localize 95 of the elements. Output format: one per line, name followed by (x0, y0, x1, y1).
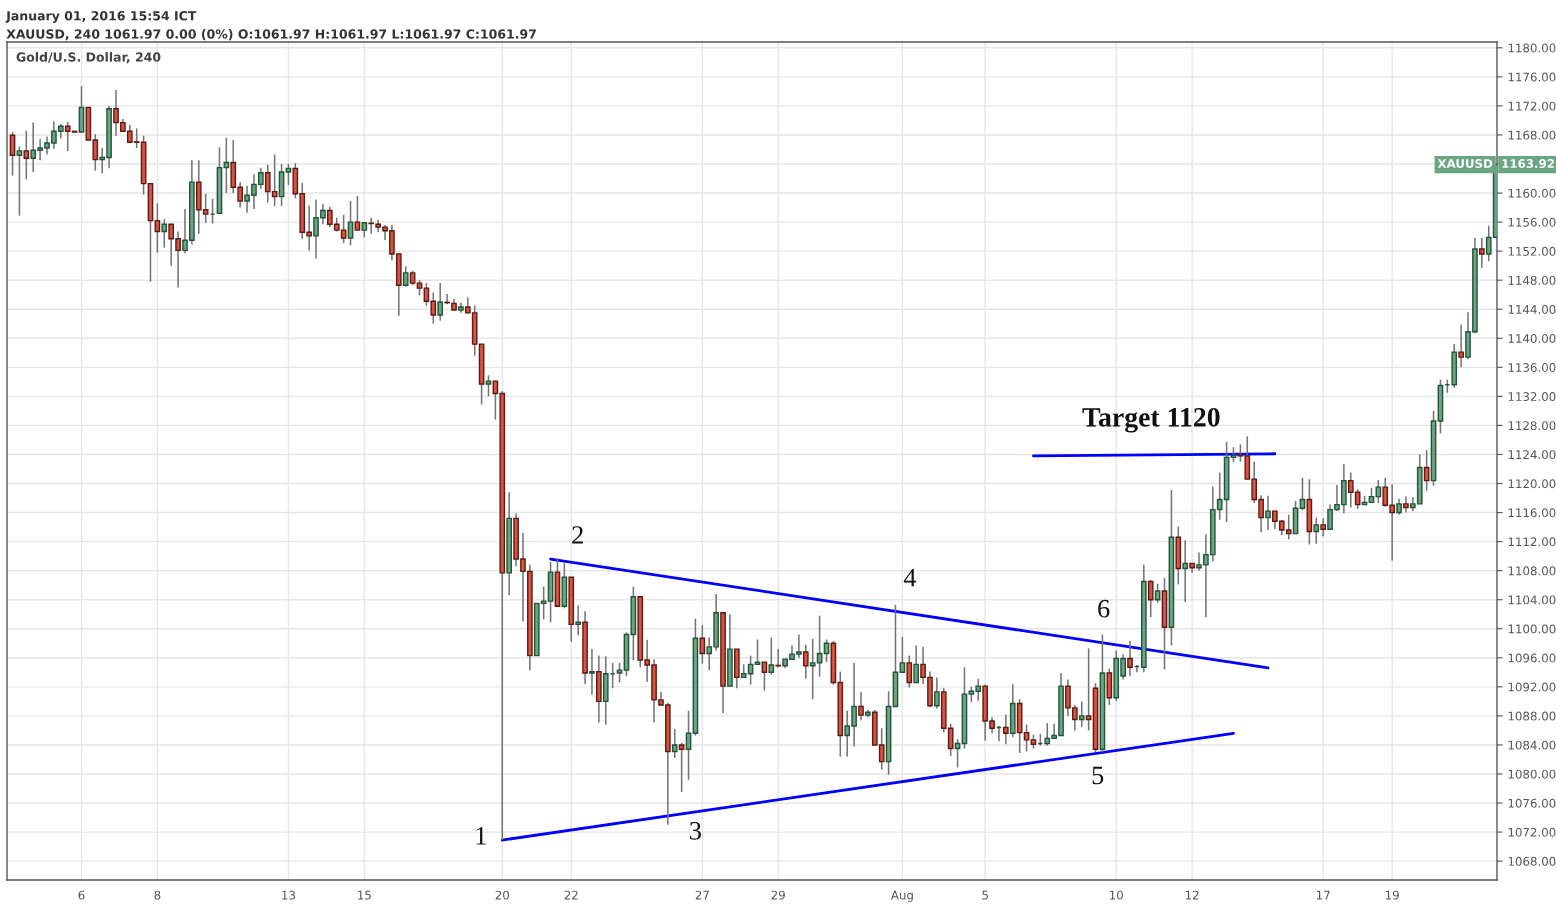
x-tick-label: 29 (771, 890, 785, 900)
y-tick-label: 1176.00 (1508, 72, 1556, 82)
annotation: 5 (1092, 766, 1104, 785)
x-tick-label: Aug (890, 890, 913, 902)
annotation: 1 (476, 827, 486, 845)
x-tick-label: 10 (1110, 890, 1123, 900)
candlestick (23, 129, 30, 181)
candlestick (671, 728, 678, 759)
candlestick (1478, 237, 1485, 269)
candlestick (1085, 647, 1092, 732)
candlestick (368, 216, 375, 235)
y-tick-label: 1092.00 (1508, 682, 1556, 692)
x-tick-label: 13 (282, 890, 296, 900)
candlestick (1182, 539, 1189, 603)
candlestick (616, 662, 623, 684)
y-tick-label: 1156.00 (1508, 217, 1556, 227)
candlestick (934, 676, 940, 710)
y-tick-label: 1072.00 (1508, 827, 1556, 837)
annotation: Target 1120 (1082, 407, 1220, 433)
x-tick-label: 15 (358, 890, 371, 900)
candlestick (1003, 713, 1009, 745)
candlestick (761, 661, 768, 692)
candlestick (1154, 582, 1161, 604)
y-tick-label: 1160.00 (1508, 188, 1556, 198)
text: 1163.92 (1502, 159, 1554, 168)
candlestick (1375, 479, 1382, 504)
candlestick (437, 282, 444, 322)
candlestick (1320, 517, 1327, 538)
annotation: 3 (690, 821, 701, 840)
candlestick (913, 644, 920, 684)
y-tick-label: 1180.00 (1508, 43, 1556, 53)
candlestick (768, 636, 775, 676)
annotation: 2 (572, 526, 583, 544)
y-tick-label: 1104.00 (1508, 595, 1556, 605)
candlestick (678, 741, 685, 793)
candlestick (285, 163, 292, 186)
candlestick (1078, 700, 1085, 728)
candlestick (1313, 516, 1320, 545)
x-tick-label: 20 (495, 890, 510, 900)
y-tick-label: 1152.00 (1508, 246, 1556, 256)
candlestick (347, 200, 354, 247)
y-tick-label: 1116.00 (1508, 508, 1556, 518)
candlestick (1403, 495, 1409, 514)
candlestick (1147, 579, 1154, 618)
x-tick-label: 19 (1385, 890, 1399, 900)
candlestick (899, 635, 906, 674)
candlestick (906, 654, 913, 689)
y-tick-label: 1168.00 (1508, 130, 1556, 140)
y-tick-label: 1080.00 (1508, 769, 1556, 779)
annotation: XAUUSD (1437, 159, 1493, 168)
annotation: 4 (903, 568, 917, 587)
candlestick (1023, 723, 1030, 753)
y-tick-label: 1100.00 (1508, 624, 1556, 634)
candlestick (1127, 640, 1133, 677)
x-tick-label: 8 (154, 890, 161, 900)
y-tick-label: 1108.00 (1508, 566, 1556, 576)
y-tick-label: 1076.00 (1508, 798, 1556, 808)
y-tick-label: 1172.00 (1508, 101, 1556, 111)
x-tick-label: 17 (1316, 890, 1330, 900)
text: January 01, 2016 15:54 ICT (5, 11, 197, 23)
candlestick (485, 374, 492, 398)
candlestick (858, 691, 864, 722)
x-tick-label: 12 (1185, 890, 1199, 900)
y-tick-label: 1136.00 (1508, 363, 1556, 372)
candlestick (699, 624, 706, 665)
candlestick (1458, 323, 1464, 369)
candlestick (1299, 476, 1306, 512)
y-tick-label: 1068.00 (1508, 856, 1556, 866)
candlestick (354, 195, 361, 231)
candlestick (575, 604, 582, 637)
text: Gold/U.S. Dollar, 240 (16, 52, 161, 64)
annotation: 6 (1098, 599, 1110, 618)
y-tick-label: 1088.00 (1508, 711, 1556, 721)
candlestick (161, 218, 168, 249)
y-tick-label: 1144.00 (1508, 304, 1556, 314)
candlestick (589, 648, 595, 696)
text: XAUUSD, 240 1061.97 0.00 (0%) O:1061.97 H:1061.97 L:1061.97 C:1061.97 (6, 29, 536, 41)
x-tick-label: 5 (982, 890, 988, 900)
y-tick-label: 1140.00 (1508, 334, 1556, 343)
candlestick (802, 643, 809, 680)
y-tick-label: 1128.00 (1508, 421, 1556, 431)
y-tick-label: 1148.00 (1508, 275, 1556, 285)
y-tick-label: 1124.00 (1508, 450, 1556, 460)
candlestick (402, 265, 409, 288)
y-tick-label: 1084.00 (1508, 740, 1556, 750)
x-tick-label: 6 (78, 890, 85, 900)
y-tick-label: 1132.00 (1508, 392, 1556, 402)
candlestick (754, 638, 761, 666)
y-tick-label: 1096.00 (1508, 653, 1556, 663)
y-tick-label: 1120.00 (1508, 479, 1556, 489)
candlestick (1265, 495, 1271, 531)
x-tick-label: 22 (564, 890, 578, 900)
x-tick-label: 27 (695, 890, 709, 900)
candlestick (16, 145, 23, 217)
y-tick-label: 1112.00 (1508, 537, 1556, 547)
